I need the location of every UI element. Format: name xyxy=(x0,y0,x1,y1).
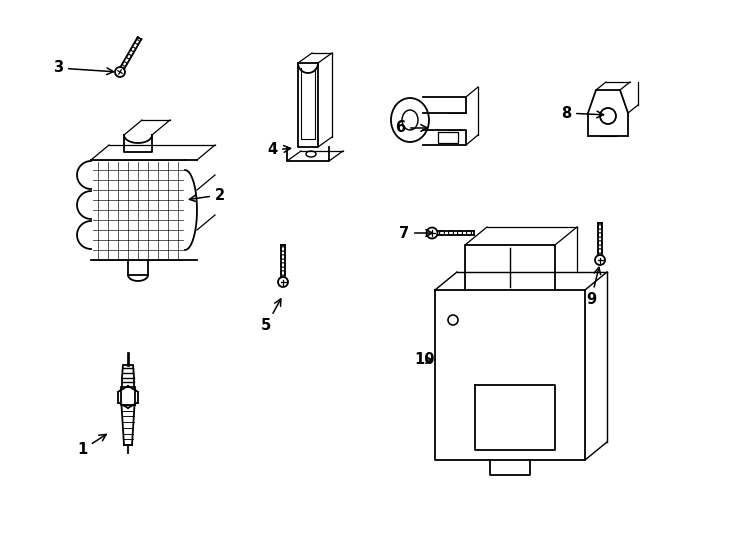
Text: 3: 3 xyxy=(53,60,114,76)
Text: 10: 10 xyxy=(415,353,435,368)
Text: 4: 4 xyxy=(267,143,291,158)
Text: 8: 8 xyxy=(561,105,603,120)
Text: 7: 7 xyxy=(399,226,432,240)
Text: 6: 6 xyxy=(395,120,427,136)
Text: 5: 5 xyxy=(261,299,281,334)
Text: 1: 1 xyxy=(77,434,106,457)
Text: 2: 2 xyxy=(189,187,225,202)
Text: 9: 9 xyxy=(586,267,600,307)
